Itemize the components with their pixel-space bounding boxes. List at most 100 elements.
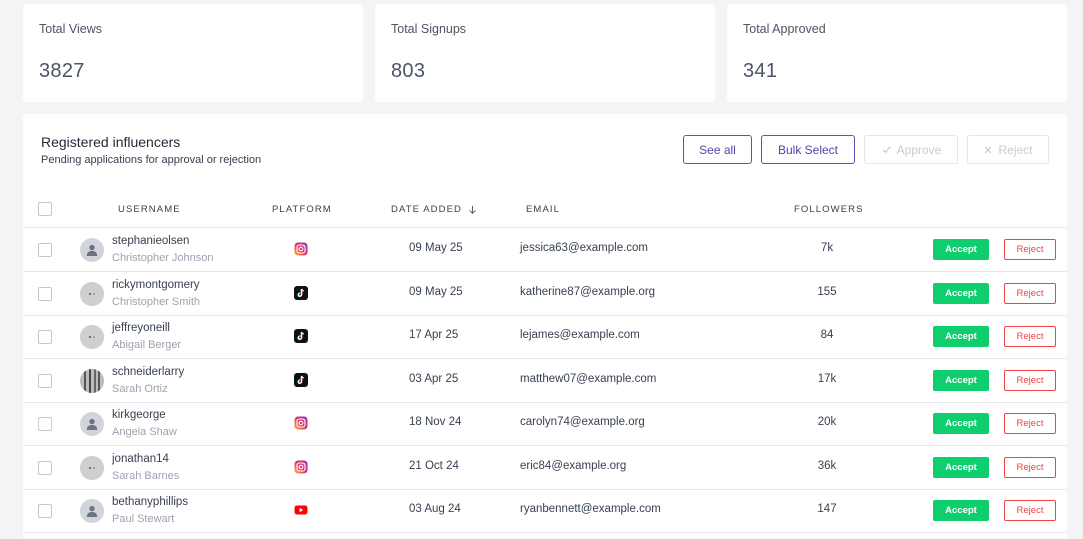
row-followers: 7k	[820, 242, 834, 254]
table-row: schneiderlarry Sarah Ortiz 03 Apr 25 matthe…	[23, 359, 1067, 403]
reject-button[interactable]: Reject	[1004, 239, 1056, 260]
row-username: kirkgeorge	[112, 409, 166, 421]
column-followers: FOLLOWERS	[794, 204, 864, 215]
accept-button[interactable]: Accept	[933, 326, 989, 347]
row-checkbox[interactable]	[38, 243, 52, 257]
avatar	[80, 281, 104, 306]
row-username: rickymontgomery	[112, 278, 200, 291]
column-username: USERNAME	[118, 204, 181, 215]
see-all-button[interactable]: See all	[683, 135, 752, 164]
row-date-added: 18 Nov 24	[409, 416, 462, 428]
select-all-checkbox[interactable]	[38, 202, 52, 216]
approve-label: Approve	[896, 142, 942, 157]
reject-button[interactable]: Reject	[1004, 369, 1056, 391]
row-full-name: Sarah Ortiz	[112, 382, 168, 395]
row-date-added: 09 May 25	[409, 285, 463, 298]
avatar	[80, 238, 104, 262]
accept-button[interactable]: Accept	[933, 456, 989, 478]
row-followers: 20k	[817, 416, 837, 428]
row-username: stephanieolsen	[112, 235, 190, 247]
accept-button[interactable]: Accept	[933, 369, 989, 391]
reject-button[interactable]: Reject	[1004, 456, 1056, 478]
row-checkbox[interactable]	[38, 417, 52, 431]
row-username: bethanyphillips	[112, 496, 189, 508]
reject-button[interactable]: Reject	[1004, 326, 1056, 347]
panel-subtitle: Pending applications for approval or rej…	[41, 154, 262, 166]
row-checkbox[interactable]	[38, 460, 52, 475]
table-row: rickymontgomery Christopher Smith 09 May 2…	[23, 272, 1067, 316]
reject-button[interactable]: Reject	[1004, 413, 1056, 434]
row-checkbox[interactable]	[38, 373, 52, 388]
tiktok-icon	[294, 372, 308, 387]
accept-button[interactable]: Accept	[933, 413, 989, 434]
reject-button[interactable]: Reject	[1004, 500, 1056, 521]
row-date-added: 03 Apr 25	[409, 372, 459, 385]
x-icon	[985, 146, 992, 153]
row-full-name: Abigail Berger	[112, 339, 182, 351]
row-date-added: 09 May 25	[409, 242, 463, 254]
row-checkbox[interactable]	[38, 504, 52, 518]
reject-label: Reject	[998, 142, 1033, 157]
stat-label: Total Approved	[743, 22, 826, 36]
row-followers: 17k	[817, 372, 837, 385]
row-email: katherine87@example.org	[520, 285, 656, 298]
row-full-name: Angela Shaw	[112, 426, 177, 438]
avatar	[80, 325, 104, 349]
avatar	[80, 455, 104, 480]
instagram-icon	[294, 416, 308, 430]
avatar	[80, 499, 104, 523]
row-followers: 36k	[817, 459, 837, 472]
stat-card-total-views: Total Views 3827	[23, 4, 363, 102]
avatar	[80, 368, 104, 393]
row-email: ryanbennett@example.com	[520, 503, 661, 515]
row-full-name: Paul Stewart	[112, 513, 175, 525]
table-row: jeffreyoneill Abigail Berger 17 Apr 25 leja…	[23, 315, 1067, 359]
accept-button[interactable]: Accept	[933, 282, 989, 304]
instagram-icon	[294, 460, 308, 474]
row-date-added: 03 Aug 24	[409, 503, 461, 515]
stat-value: 803	[391, 60, 426, 82]
column-email: EMAIL	[526, 204, 561, 215]
row-email: jessica63@example.com	[520, 242, 649, 254]
row-username: jeffreyoneill	[112, 322, 170, 334]
stat-value: 3827	[39, 60, 85, 82]
row-followers: 155	[817, 285, 837, 298]
column-date-added-label: DATE ADDED	[391, 204, 463, 215]
youtube-icon	[294, 503, 308, 517]
stat-value: 341	[743, 60, 778, 82]
column-date-added[interactable]: DATE ADDED	[391, 204, 477, 215]
approve-selected-button[interactable]: Approve	[864, 135, 958, 164]
row-email: lejames@example.com	[520, 329, 640, 341]
tiktok-icon	[294, 329, 308, 343]
row-full-name: Christopher Johnson	[112, 252, 214, 264]
row-full-name: Christopher Smith	[112, 295, 201, 308]
accept-button[interactable]: Accept	[933, 500, 989, 521]
row-username: jonathan14	[112, 452, 169, 465]
column-platform: PLATFORM	[272, 204, 332, 215]
bulk-select-button[interactable]: Bulk Select	[761, 135, 855, 164]
stat-card-total-approved: Total Approved 341	[727, 4, 1067, 102]
table-row: stephanieolsen Christopher Johnson 09 May …	[23, 228, 1067, 272]
panel-title: Registered influencers	[41, 134, 181, 150]
table-row: kirkgeorge Angela Shaw 18 Nov 24 carolyn74@…	[23, 402, 1067, 446]
stats-row: Total Views 3827 Total Signups 803 Total…	[23, 4, 1067, 102]
arrow-down-icon	[469, 205, 476, 214]
stat-label: Total Signups	[391, 22, 467, 36]
row-full-name: Sarah Barnes	[112, 469, 180, 482]
row-date-added: 17 Apr 25	[409, 329, 459, 341]
table-row: jonathan14 Sarah Barnes 21 Oct 24 eric84@ex…	[23, 446, 1067, 490]
reject-button[interactable]: Reject	[1004, 282, 1056, 304]
accept-button[interactable]: Accept	[933, 239, 989, 260]
reject-selected-button[interactable]: Reject	[967, 135, 1049, 164]
row-email: matthew07@example.com	[520, 372, 657, 385]
row-checkbox[interactable]	[38, 286, 52, 301]
influencers-panel: Registered influencers Pending applicati…	[23, 114, 1067, 539]
avatar	[80, 412, 104, 436]
stat-card-total-signups: Total Signups 803	[375, 4, 715, 102]
row-checkbox[interactable]	[38, 330, 52, 344]
row-followers: 84	[820, 329, 834, 341]
tiktok-icon	[294, 285, 308, 300]
instagram-icon	[294, 242, 308, 256]
row-email: carolyn74@example.org	[520, 416, 645, 428]
row-email: eric84@example.org	[520, 459, 627, 472]
